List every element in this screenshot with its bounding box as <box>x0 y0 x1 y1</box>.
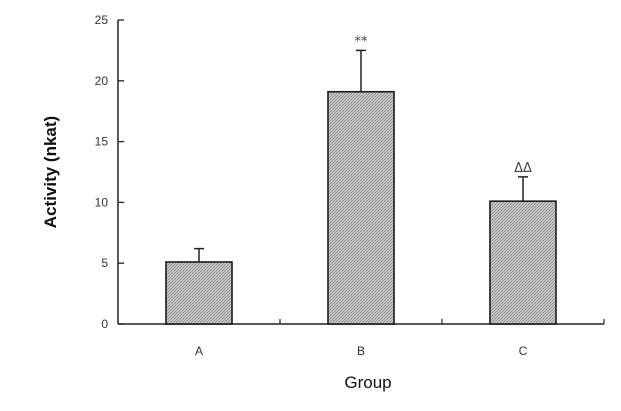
labels-group: 0 5 10 15 20 25 A B ** C ΔΔ <box>95 13 532 358</box>
y-tick-label: 0 <box>101 317 108 331</box>
bar-C <box>489 200 557 325</box>
y-axis-title: Activity (nkat) <box>41 116 60 228</box>
x-tick-label-A: A <box>195 344 203 358</box>
y-tick-label: 10 <box>95 195 109 209</box>
significance-label-C: ΔΔ <box>514 161 532 176</box>
y-tick-label: 20 <box>95 74 109 88</box>
y-tick-label: 15 <box>95 135 109 149</box>
x-tick-label-C: C <box>519 344 528 358</box>
bars-group <box>165 49 557 325</box>
y-tick-label: 5 <box>101 256 108 270</box>
significance-label-B: ** <box>355 34 369 49</box>
bar-B <box>327 90 395 325</box>
bar-A <box>165 261 233 325</box>
y-tick-label: 25 <box>95 13 109 27</box>
x-axis-title: Group <box>344 373 391 392</box>
x-tick-label-B: B <box>357 344 365 358</box>
